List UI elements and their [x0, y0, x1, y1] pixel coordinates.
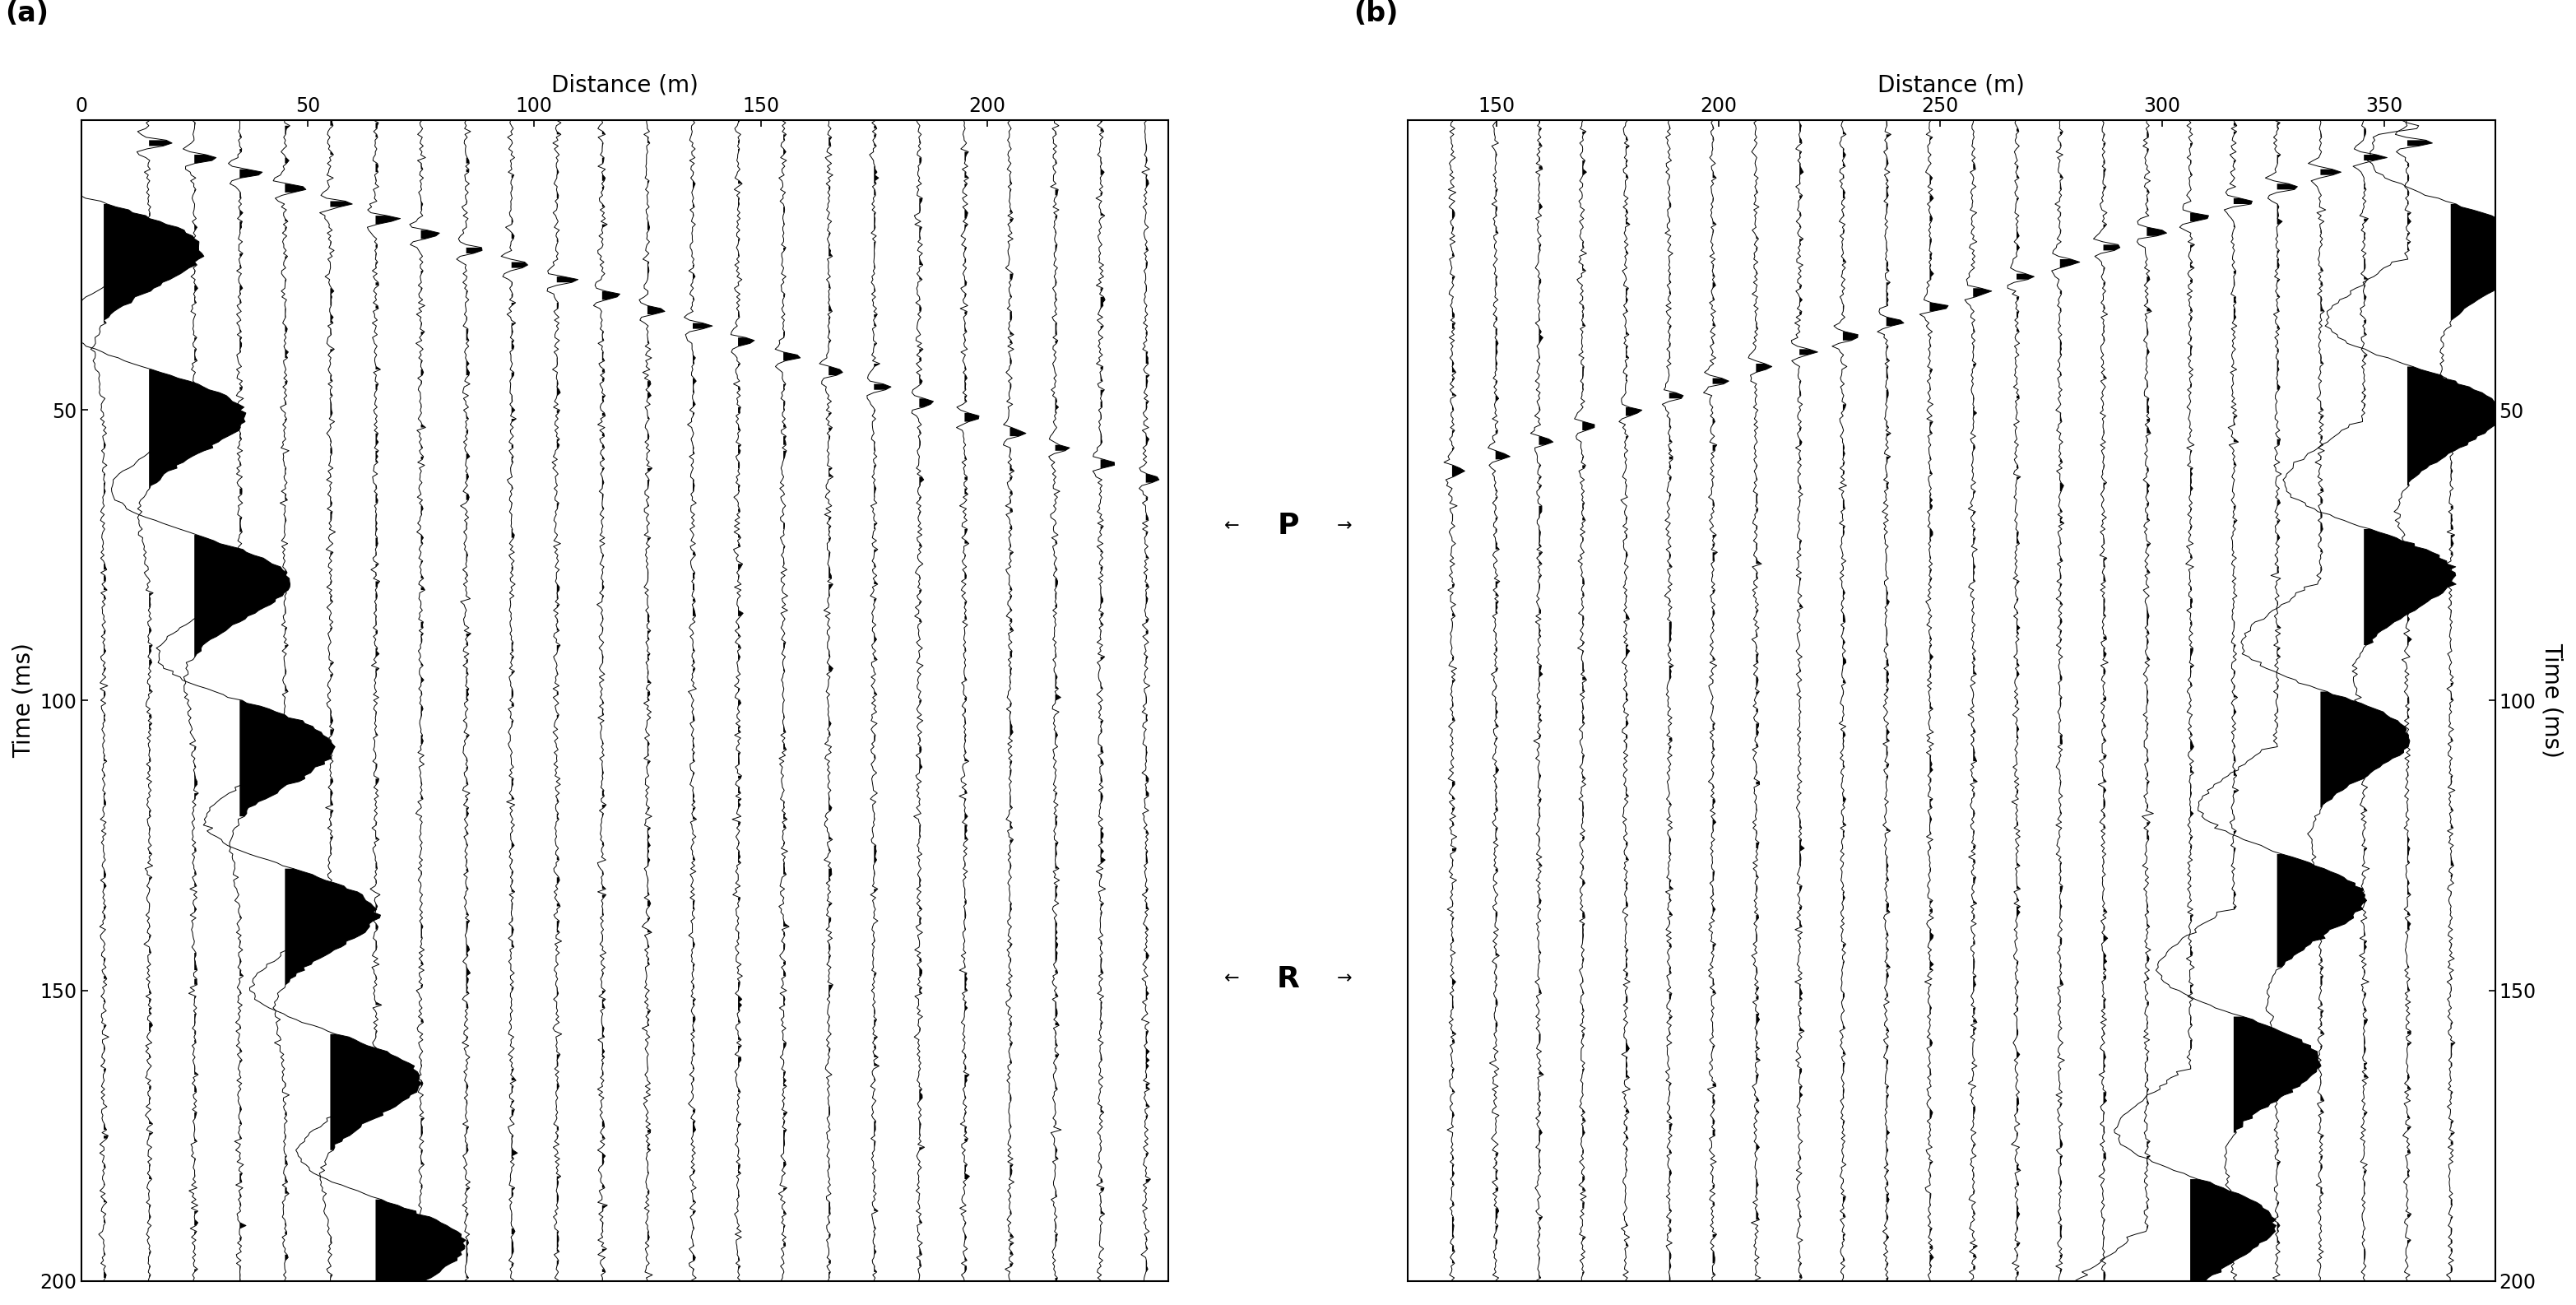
Text: R: R [1278, 964, 1298, 993]
Text: ←: ← [1224, 971, 1239, 987]
Text: (b): (b) [1352, 0, 1399, 27]
Y-axis label: Time (ms): Time (ms) [2540, 643, 2563, 758]
Text: →: → [1337, 518, 1352, 535]
Y-axis label: Time (ms): Time (ms) [13, 643, 36, 758]
Text: ←: ← [1224, 518, 1239, 535]
X-axis label: Distance (m): Distance (m) [1878, 73, 2025, 97]
Text: (a): (a) [5, 0, 49, 27]
Text: →: → [1337, 971, 1352, 987]
Text: P: P [1278, 512, 1298, 540]
X-axis label: Distance (m): Distance (m) [551, 73, 698, 97]
